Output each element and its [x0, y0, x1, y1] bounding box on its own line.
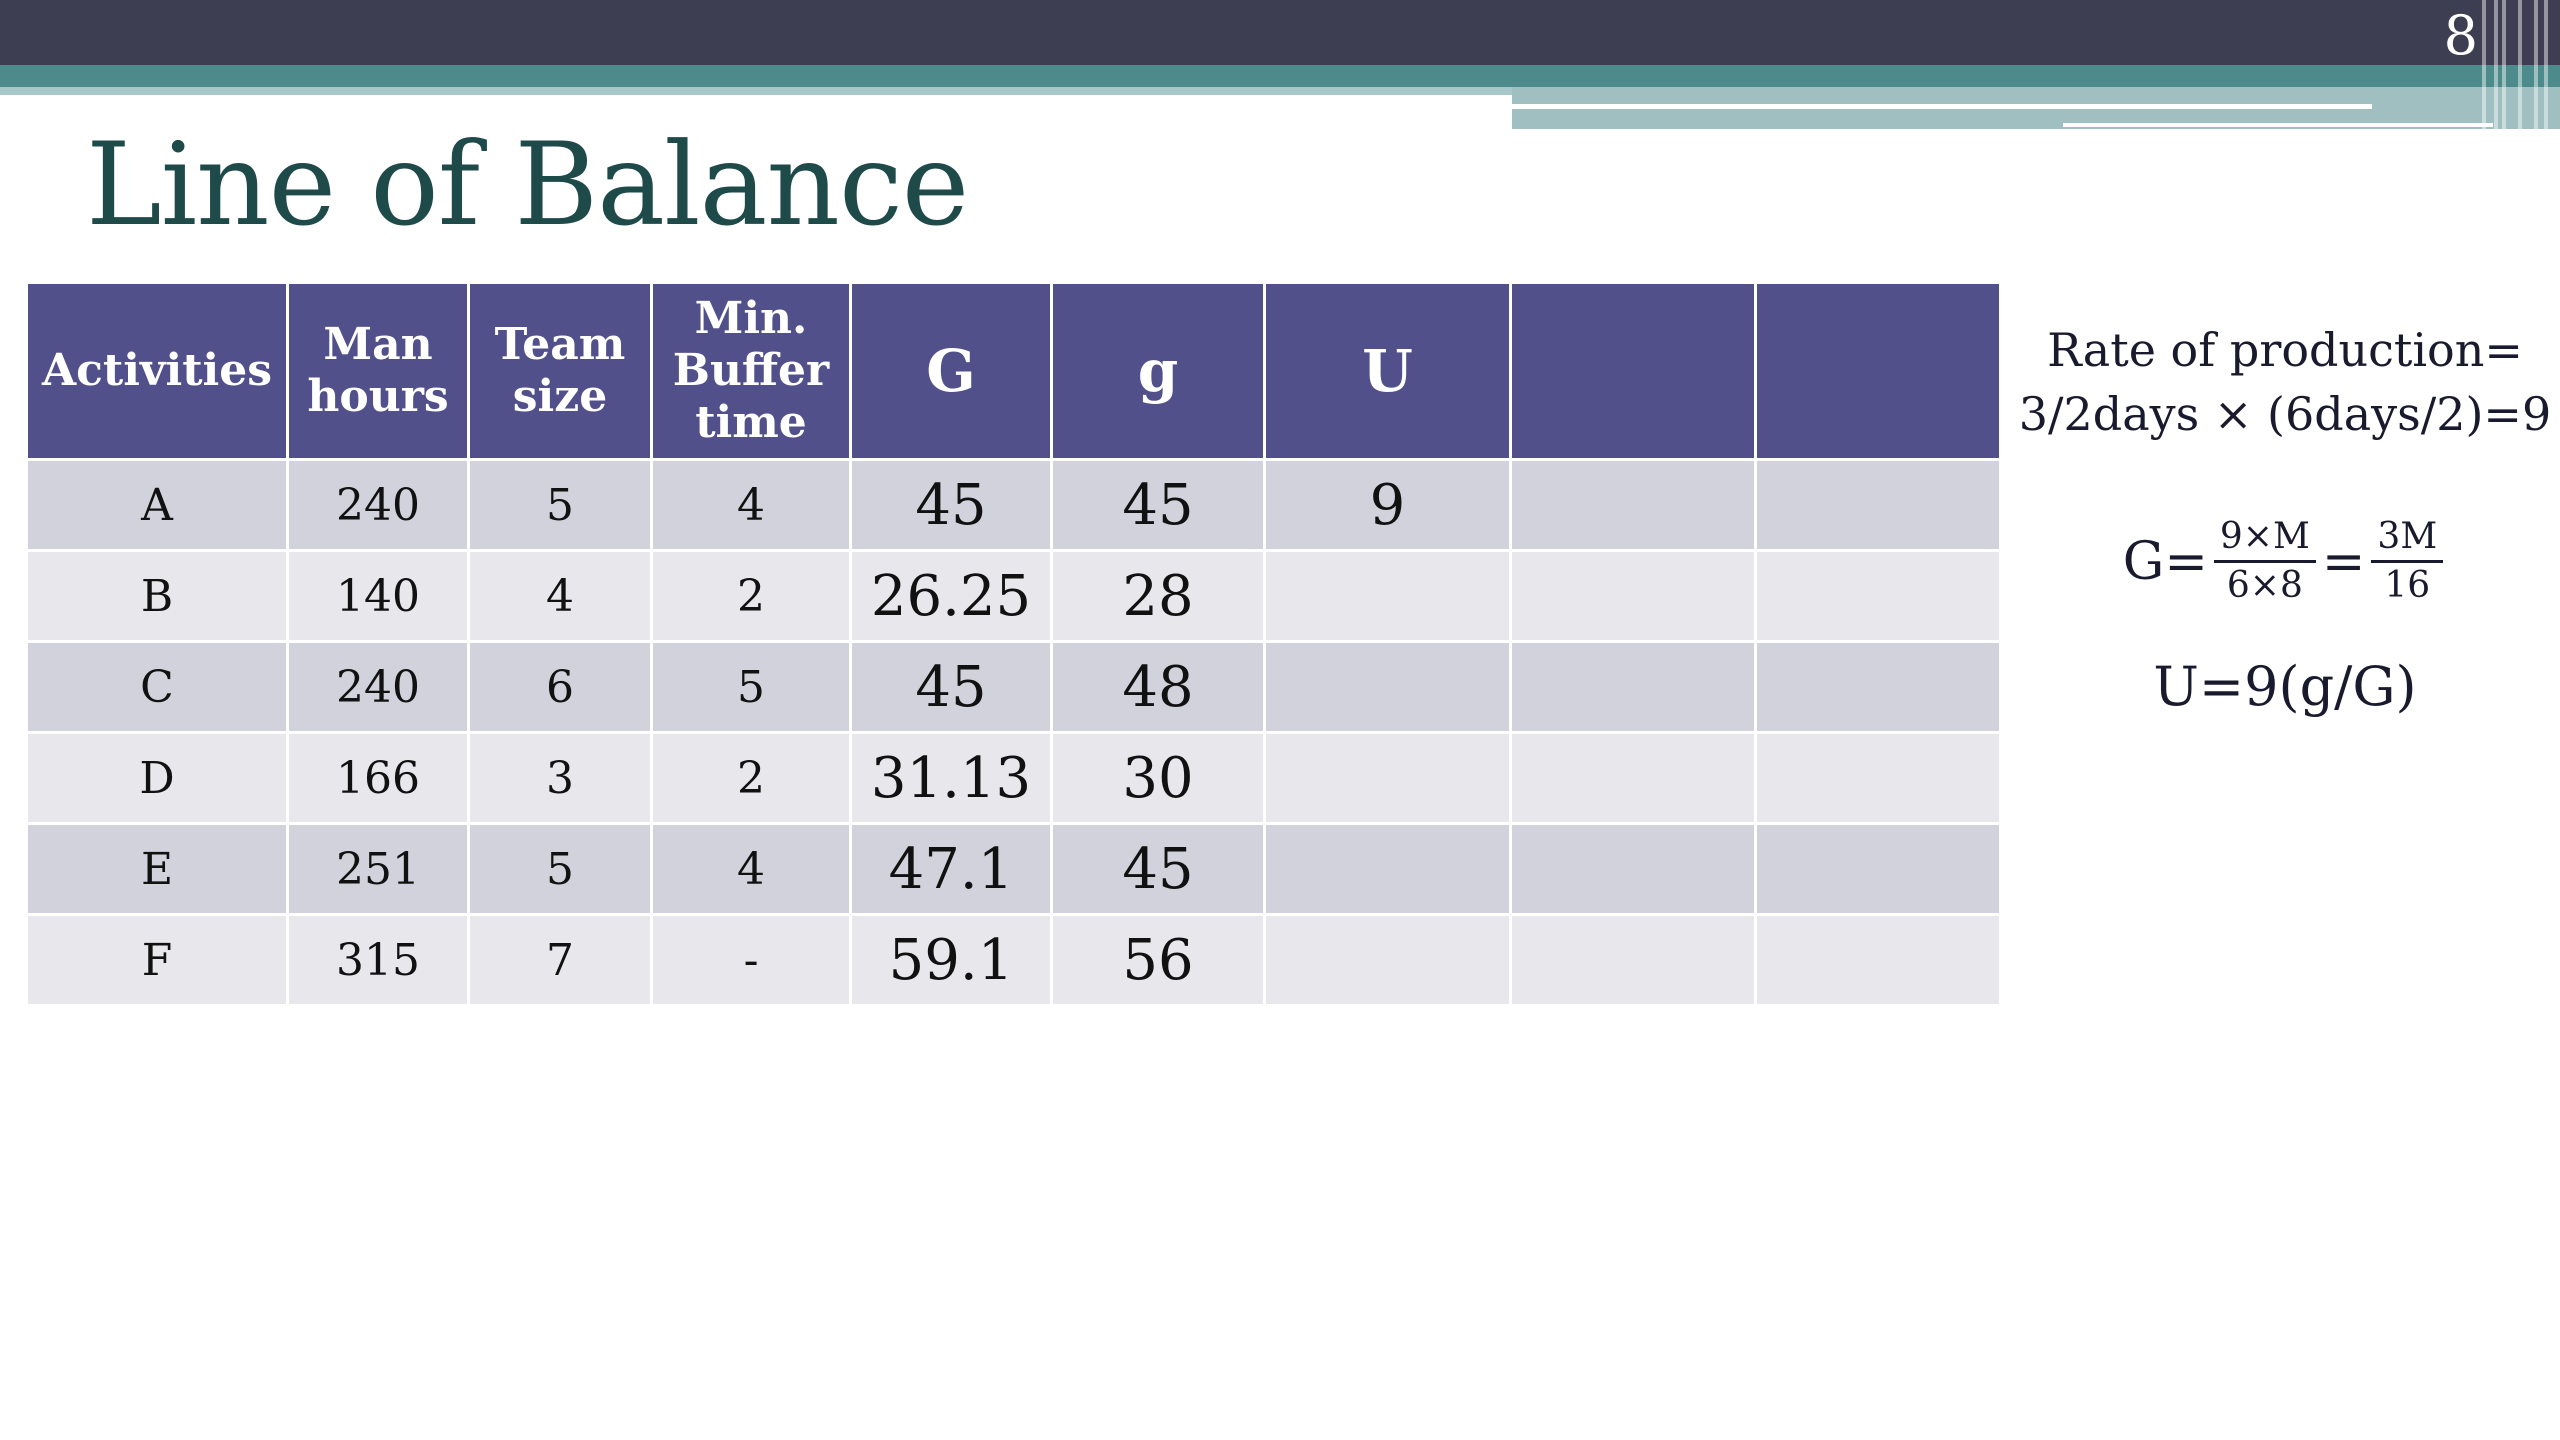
- cell-empty: [1757, 643, 1999, 731]
- cell-empty: [1757, 916, 1999, 1004]
- cell-empty: [1757, 825, 1999, 913]
- header-g: g: [1053, 284, 1263, 458]
- cell-empty: [1512, 916, 1754, 1004]
- cell-U: [1266, 825, 1509, 913]
- table-row: A 240 5 4 45 45 9: [28, 461, 1999, 549]
- table-row: F 315 7 - 59.1 56: [28, 916, 1999, 1004]
- cell-g: 48: [1053, 643, 1263, 731]
- cell-man-hours: 166: [289, 734, 467, 822]
- cell-g: 45: [1053, 461, 1263, 549]
- header-divider-line-short: [2063, 123, 2493, 127]
- cell-U: [1266, 916, 1509, 1004]
- header-divider-line: [1512, 104, 2372, 109]
- cell-team-size: 5: [470, 825, 650, 913]
- cell-team-size: 6: [470, 643, 650, 731]
- g-formula: G= 9×M 6×8 = 3M 16: [2010, 514, 2560, 609]
- cell-G: 59.1: [852, 916, 1050, 1004]
- cell-empty: [1757, 552, 1999, 640]
- header-band-light: [0, 87, 1512, 95]
- header-activities: Activities: [28, 284, 286, 458]
- cell-G: 26.25: [852, 552, 1050, 640]
- cell-team-size: 5: [470, 461, 650, 549]
- cell-G: 31.13: [852, 734, 1050, 822]
- table-row: D 166 3 2 31.13 30: [28, 734, 1999, 822]
- cell-g: 45: [1053, 825, 1263, 913]
- cell-g: 28: [1053, 552, 1263, 640]
- cell-g: 30: [1053, 734, 1263, 822]
- cell-activity: C: [28, 643, 286, 731]
- rate-of-production: Rate of production= 3/2days × (6days/2)=…: [2010, 318, 2560, 446]
- table-row: E 251 5 4 47.1 45: [28, 825, 1999, 913]
- cell-U: 9: [1266, 461, 1509, 549]
- cell-buffer-time: 4: [653, 461, 849, 549]
- cell-buffer-time: 2: [653, 734, 849, 822]
- table-row: B 140 4 2 26.25 28: [28, 552, 1999, 640]
- rate-line-2: 3/2days × (6days/2)=9: [2018, 387, 2552, 441]
- header-empty-2: [1757, 284, 1999, 458]
- cell-U: [1266, 643, 1509, 731]
- cell-activity: F: [28, 916, 286, 1004]
- cell-buffer-time: -: [653, 916, 849, 1004]
- cell-activity: E: [28, 825, 286, 913]
- cell-empty: [1512, 734, 1754, 822]
- cell-activity: D: [28, 734, 286, 822]
- g-formula-lhs: G=: [2122, 531, 2208, 592]
- cell-U: [1266, 552, 1509, 640]
- cell-man-hours: 240: [289, 461, 467, 549]
- cell-buffer-time: 4: [653, 825, 849, 913]
- g-fraction-2: 3M 16: [2371, 514, 2444, 609]
- cell-g: 56: [1053, 916, 1263, 1004]
- cell-activity: B: [28, 552, 286, 640]
- cell-team-size: 4: [470, 552, 650, 640]
- cell-team-size: 7: [470, 916, 650, 1004]
- formula-notes: Rate of production= 3/2days × (6days/2)=…: [2010, 318, 2560, 718]
- g-fraction-1: 9×M 6×8: [2213, 514, 2316, 609]
- cell-buffer-time: 5: [653, 643, 849, 731]
- header-G: G: [852, 284, 1050, 458]
- header-band-dark: [0, 0, 2560, 65]
- slide-number: 8: [2443, 4, 2478, 67]
- header-man-hours: Man hours: [289, 284, 467, 458]
- cell-empty: [1512, 552, 1754, 640]
- g-fraction-1-numerator: 9×M: [2213, 514, 2316, 563]
- cell-man-hours: 251: [289, 825, 467, 913]
- cell-man-hours: 140: [289, 552, 467, 640]
- header-U: U: [1266, 284, 1509, 458]
- rate-line-1: Rate of production=: [2047, 323, 2523, 377]
- g-fraction-2-denominator: 16: [2384, 565, 2431, 606]
- g-fraction-2-numerator: 3M: [2371, 514, 2444, 563]
- cell-man-hours: 315: [289, 916, 467, 1004]
- cell-empty: [1757, 734, 1999, 822]
- header-band-teal: [0, 65, 2560, 87]
- g-fraction-1-denominator: 6×8: [2226, 565, 2303, 606]
- header-team-size: Team size: [470, 284, 650, 458]
- cell-activity: A: [28, 461, 286, 549]
- cell-empty: [1757, 461, 1999, 549]
- cell-buffer-time: 2: [653, 552, 849, 640]
- table-header-row: Activities Man hours Team size Min. Buffer t…: [28, 284, 1999, 458]
- u-formula: U=9(g/G): [2153, 655, 2417, 718]
- slide-title: Line of Balance: [86, 118, 969, 251]
- header-min-buffer-time: Min. Buffer time: [653, 284, 849, 458]
- cell-team-size: 3: [470, 734, 650, 822]
- cell-U: [1266, 734, 1509, 822]
- g-formula-equals: =: [2321, 531, 2366, 592]
- line-of-balance-table: Activities Man hours Team size Min. Buffer t…: [25, 281, 2002, 1007]
- header-empty-1: [1512, 284, 1754, 458]
- cell-empty: [1512, 643, 1754, 731]
- cell-man-hours: 240: [289, 643, 467, 731]
- header-stripes: [2478, 0, 2560, 129]
- cell-G: 45: [852, 643, 1050, 731]
- table-row: C 240 6 5 45 48: [28, 643, 1999, 731]
- cell-G: 47.1: [852, 825, 1050, 913]
- cell-empty: [1512, 825, 1754, 913]
- cell-G: 45: [852, 461, 1050, 549]
- cell-empty: [1512, 461, 1754, 549]
